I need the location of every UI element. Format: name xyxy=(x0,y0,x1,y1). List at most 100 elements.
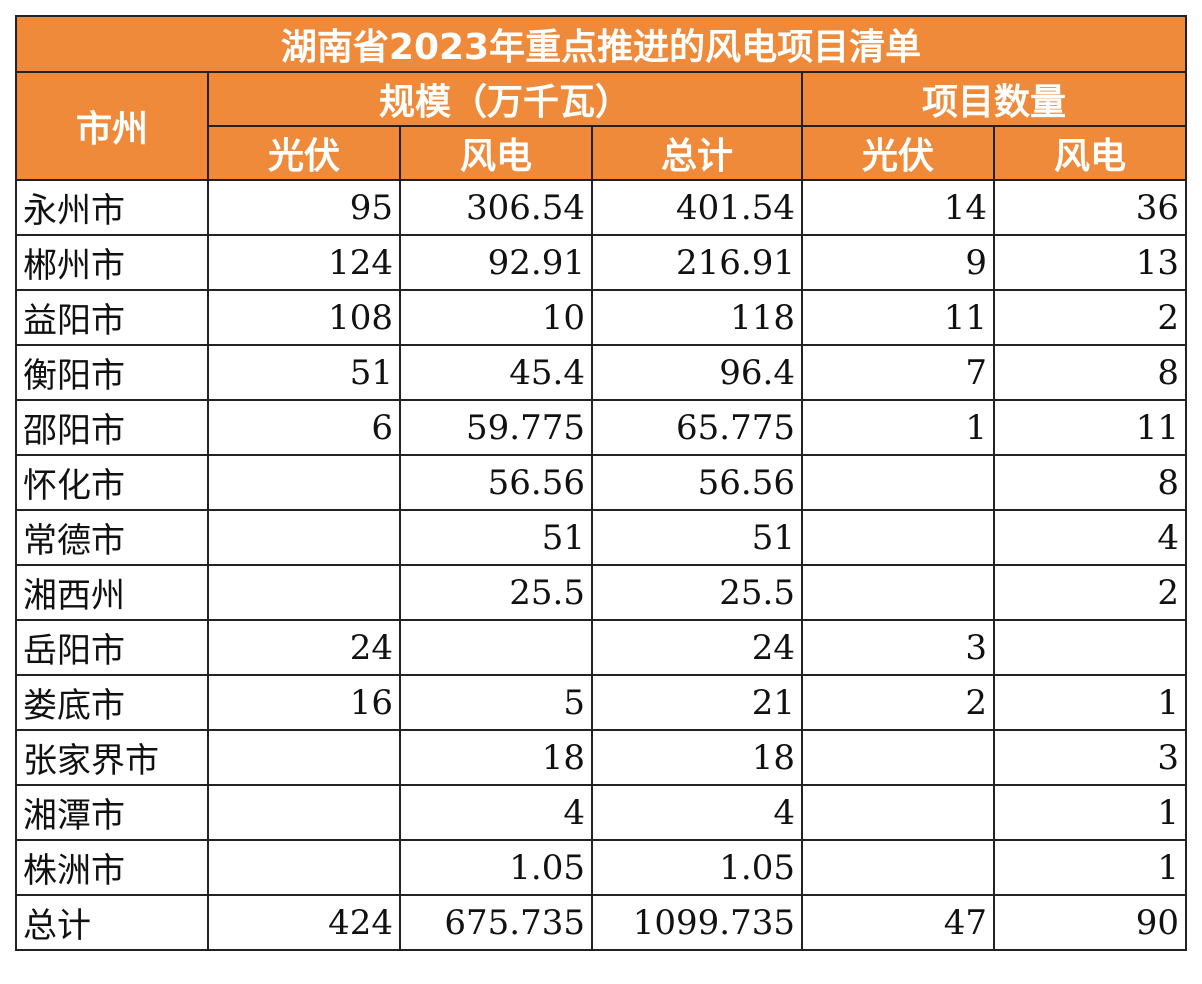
scale-pv-cell xyxy=(207,784,401,841)
scale-wind-cell: 45.4 xyxy=(399,344,593,401)
scale-pv-cell: 124 xyxy=(207,234,401,291)
count-pv-cell: 14 xyxy=(801,179,995,236)
scale-wind-cell: 25.5 xyxy=(399,564,593,621)
city-cell: 株洲市 xyxy=(15,839,209,896)
city-cell: 湘潭市 xyxy=(15,784,209,841)
count-pv-cell: 9 xyxy=(801,234,995,291)
count-wind-cell: 13 xyxy=(993,234,1187,291)
scale-pv-cell: 51 xyxy=(207,344,401,401)
city-cell: 岳阳市 xyxy=(15,619,209,676)
scale-pv-cell: 424 xyxy=(207,894,401,951)
count-pv-cell xyxy=(801,784,995,841)
table-row: 张家界市 18 18 3 xyxy=(15,729,1187,786)
scale-total-cell: 1099.735 xyxy=(591,894,803,951)
scale-total-cell: 1.05 xyxy=(591,839,803,896)
scale-total-cell: 21 xyxy=(591,674,803,731)
scale-total-cell: 18 xyxy=(591,729,803,786)
wind-project-table: 湖南省2023年重点推进的风电项目清单 市州 规模（万千瓦） 项目数量 光伏 风… xyxy=(15,15,1187,951)
count-wind-cell: 36 xyxy=(993,179,1187,236)
city-cell: 常德市 xyxy=(15,509,209,566)
scale-total-cell: 118 xyxy=(591,289,803,346)
scale-pv-cell xyxy=(207,839,401,896)
table-title: 湖南省2023年重点推进的风电项目清单 xyxy=(15,15,1187,73)
table-row: 娄底市 16 5 21 2 1 xyxy=(15,674,1187,731)
scale-wind-cell: 675.735 xyxy=(399,894,593,951)
scale-wind-cell: 5 xyxy=(399,674,593,731)
scale-wind-cell: 10 xyxy=(399,289,593,346)
count-group-header: 项目数量 xyxy=(801,71,1187,127)
count-pv-cell: 7 xyxy=(801,344,995,401)
table-row: 岳阳市 24 24 3 xyxy=(15,619,1187,676)
city-cell: 娄底市 xyxy=(15,674,209,731)
scale-pv-cell: 24 xyxy=(207,619,401,676)
table-row: 株洲市 1.05 1.05 1 xyxy=(15,839,1187,896)
count-pv-cell: 11 xyxy=(801,289,995,346)
count-wind-cell xyxy=(993,619,1187,676)
count-wind-cell: 4 xyxy=(993,509,1187,566)
scale-total-cell: 24 xyxy=(591,619,803,676)
scale-wind-header: 风电 xyxy=(399,125,593,181)
count-wind-header: 风电 xyxy=(993,125,1187,181)
table-row: 怀化市 56.56 56.56 8 xyxy=(15,454,1187,511)
scale-pv-cell xyxy=(207,564,401,621)
count-pv-cell: 3 xyxy=(801,619,995,676)
table-row: 永州市 95 306.54 401.54 14 36 xyxy=(15,179,1187,236)
table-row: 邵阳市 6 59.775 65.775 1 11 xyxy=(15,399,1187,456)
count-wind-cell: 1 xyxy=(993,784,1187,841)
scale-wind-cell: 56.56 xyxy=(399,454,593,511)
scale-total-cell: 65.775 xyxy=(591,399,803,456)
scale-pv-cell xyxy=(207,509,401,566)
table-row: 郴州市 124 92.91 216.91 9 13 xyxy=(15,234,1187,291)
scale-total-cell: 51 xyxy=(591,509,803,566)
count-pv-cell xyxy=(801,509,995,566)
scale-wind-cell: 59.775 xyxy=(399,399,593,456)
table-row: 衡阳市 51 45.4 96.4 7 8 xyxy=(15,344,1187,401)
scale-total-cell: 4 xyxy=(591,784,803,841)
scale-wind-cell xyxy=(399,619,593,676)
count-wind-cell: 1 xyxy=(993,839,1187,896)
count-wind-cell: 2 xyxy=(993,564,1187,621)
scale-total-header: 总计 xyxy=(591,125,803,181)
count-wind-cell: 2 xyxy=(993,289,1187,346)
scale-total-cell: 25.5 xyxy=(591,564,803,621)
scale-pv-header: 光伏 xyxy=(207,125,401,181)
scale-pv-cell: 108 xyxy=(207,289,401,346)
table-row: 湘西州 25.5 25.5 2 xyxy=(15,564,1187,621)
scale-pv-cell xyxy=(207,454,401,511)
count-pv-header: 光伏 xyxy=(801,125,995,181)
scale-wind-cell: 4 xyxy=(399,784,593,841)
count-pv-cell xyxy=(801,564,995,621)
scale-pv-cell: 16 xyxy=(207,674,401,731)
count-pv-cell xyxy=(801,729,995,786)
city-cell: 益阳市 xyxy=(15,289,209,346)
count-wind-cell: 8 xyxy=(993,454,1187,511)
count-pv-cell xyxy=(801,839,995,896)
city-cell: 郴州市 xyxy=(15,234,209,291)
count-pv-cell: 2 xyxy=(801,674,995,731)
count-pv-cell xyxy=(801,454,995,511)
table-row: 常德市 51 51 4 xyxy=(15,509,1187,566)
scale-wind-cell: 18 xyxy=(399,729,593,786)
city-cell: 湘西州 xyxy=(15,564,209,621)
scale-total-cell: 96.4 xyxy=(591,344,803,401)
count-wind-cell: 8 xyxy=(993,344,1187,401)
table-row: 益阳市 108 10 118 11 2 xyxy=(15,289,1187,346)
scale-total-cell: 56.56 xyxy=(591,454,803,511)
count-wind-cell: 3 xyxy=(993,729,1187,786)
scale-wind-cell: 1.05 xyxy=(399,839,593,896)
count-pv-cell: 47 xyxy=(801,894,995,951)
scale-wind-cell: 306.54 xyxy=(399,179,593,236)
city-cell: 怀化市 xyxy=(15,454,209,511)
scale-total-cell: 216.91 xyxy=(591,234,803,291)
count-wind-cell: 11 xyxy=(993,399,1187,456)
count-pv-cell: 1 xyxy=(801,399,995,456)
city-cell: 衡阳市 xyxy=(15,344,209,401)
count-wind-cell: 90 xyxy=(993,894,1187,951)
table-row: 总计 424 675.735 1099.735 47 90 xyxy=(15,894,1187,951)
city-cell: 永州市 xyxy=(15,179,209,236)
scale-wind-cell: 92.91 xyxy=(399,234,593,291)
city-cell: 张家界市 xyxy=(15,729,209,786)
scale-group-header: 规模（万千瓦） xyxy=(207,71,803,127)
project-table-wrapper: 湖南省2023年重点推进的风电项目清单 市州 规模（万千瓦） 项目数量 光伏 风… xyxy=(15,15,1187,951)
scale-wind-cell: 51 xyxy=(399,509,593,566)
